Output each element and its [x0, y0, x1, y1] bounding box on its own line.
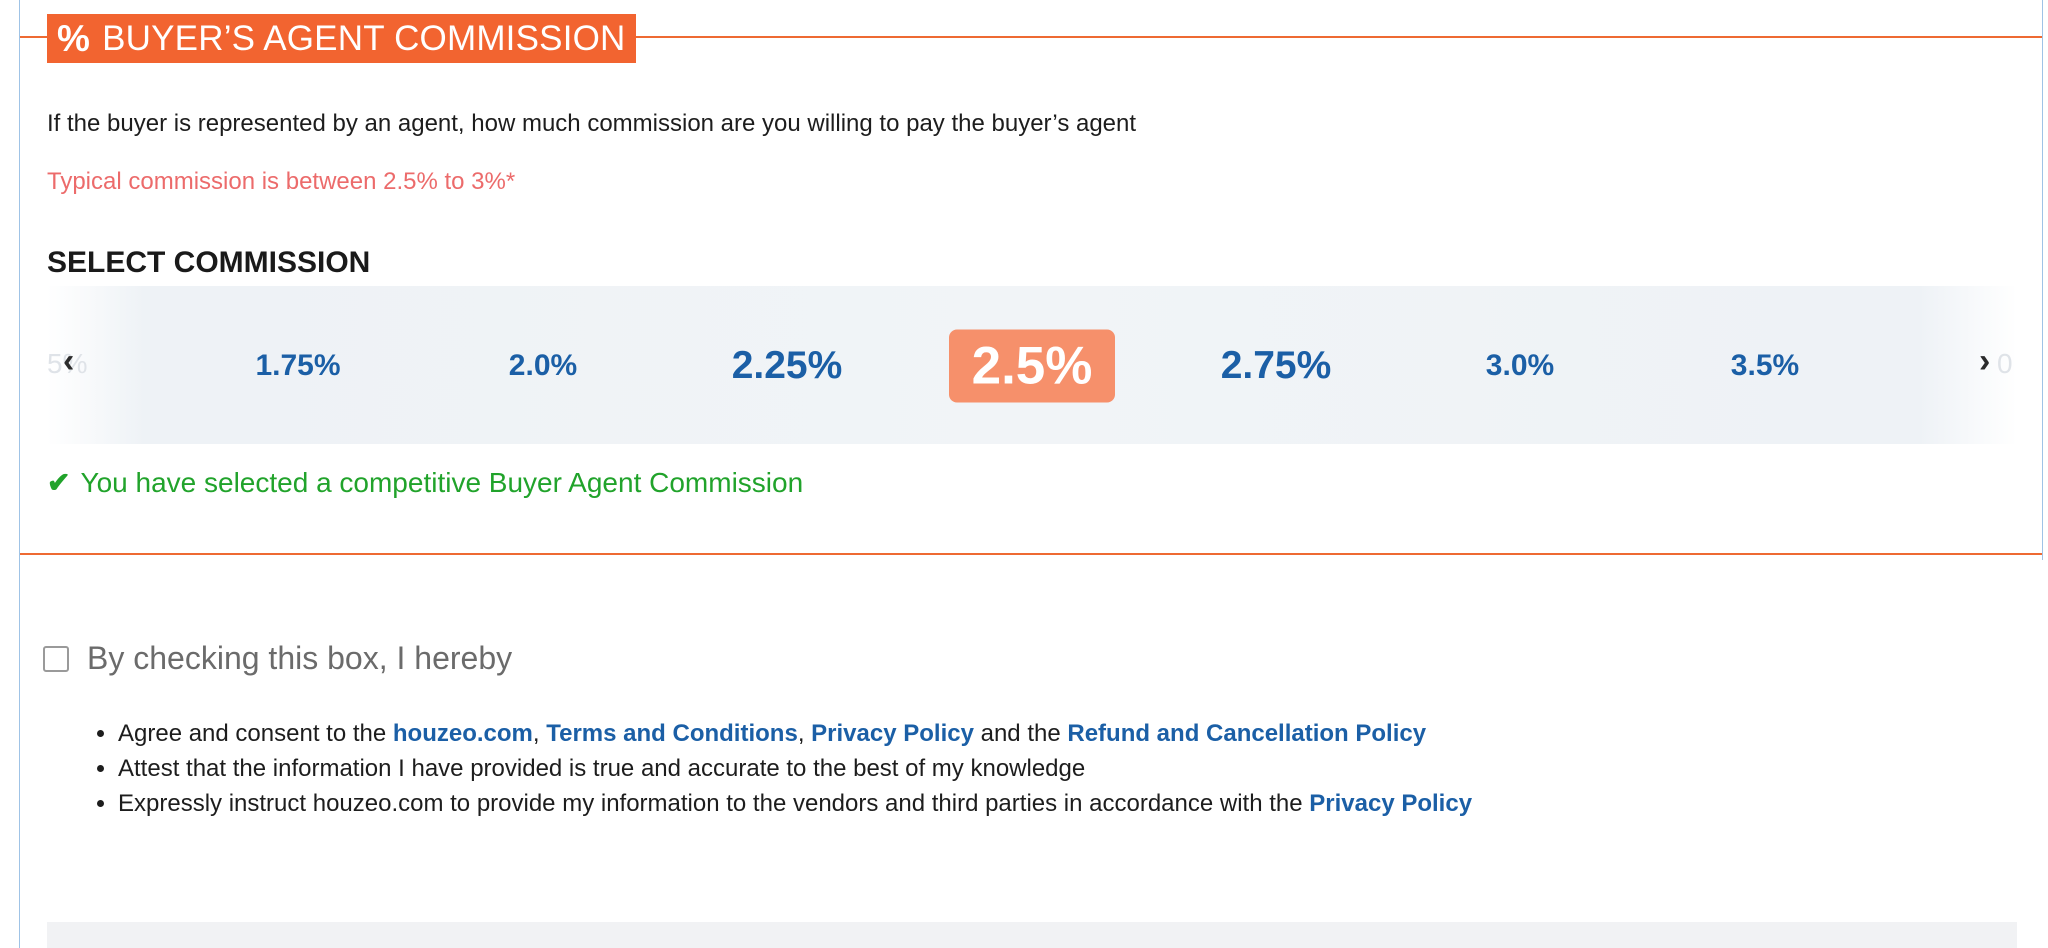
terms-separator: , [532, 720, 547, 747]
commission-confirmation: ✔ You have selected a competitive Buyer … [47, 466, 803, 499]
frame-border-right [2042, 0, 2043, 560]
list-item: Agree and consent to the houzeo.com, Ter… [118, 716, 1472, 751]
commission-option[interactable]: 2.75% [1220, 344, 1332, 387]
commission-option[interactable]: 2.25% [731, 344, 843, 387]
chevron-right-icon[interactable]: › [1979, 342, 1991, 380]
confirmation-text: You have selected a competitive Buyer Ag… [80, 466, 804, 498]
privacy-policy-link[interactable]: Privacy Policy [1309, 790, 1473, 817]
commission-option[interactable]: 3.0% [1485, 349, 1555, 382]
select-commission-heading: SELECT COMMISSION [47, 246, 371, 279]
consent-checkbox[interactable] [43, 645, 69, 672]
section-divider [20, 553, 2042, 555]
terms-separator: , [797, 720, 812, 747]
commission-option[interactable]: 1.75% [255, 349, 341, 382]
terms-list: Agree and consent to the houzeo.com, Ter… [90, 716, 1472, 821]
terms-text: Expressly instruct houzeo.com to provide… [118, 790, 1310, 817]
commission-option[interactable]: 3.5% [1730, 349, 1800, 382]
list-item: Attest that the information I have provi… [118, 751, 1472, 786]
section-title: BUYER’S AGENT COMMISSION [102, 18, 626, 58]
offscreen-option-right: 0 [1997, 348, 2013, 379]
commission-question: If the buyer is represented by an agent,… [47, 110, 1137, 137]
percent-icon: % [57, 17, 91, 59]
commission-slider: 5% ‹ 1.75% 2.0% 2.25% 2.5% 2.75% 3.0% 3.… [47, 286, 2017, 444]
consent-label[interactable]: By checking this box, I hereby [87, 640, 513, 676]
section-header: % BUYER’S AGENT COMMISSION [47, 14, 636, 63]
commission-option[interactable]: 2.0% [508, 349, 578, 382]
bottom-panel [47, 922, 2017, 948]
houzeo-link[interactable]: houzeo.com [392, 720, 533, 747]
section-header-rule [20, 36, 2042, 38]
terms-and-conditions-link[interactable]: Terms and Conditions [546, 720, 798, 747]
commission-option-selected[interactable]: 2.5% [949, 329, 1115, 403]
consent-row: By checking this box, I hereby [43, 640, 512, 677]
terms-text: Agree and consent to the [118, 720, 393, 747]
list-item: Expressly instruct houzeo.com to provide… [118, 786, 1472, 821]
chevron-left-icon[interactable]: ‹ [63, 342, 75, 380]
terms-text: and the [973, 720, 1068, 747]
frame-border-left [19, 0, 20, 948]
privacy-policy-link[interactable]: Privacy Policy [811, 720, 974, 747]
offscreen-option-left: 5% [47, 348, 88, 379]
check-icon: ✔ [47, 467, 71, 498]
refund-policy-link[interactable]: Refund and Cancellation Policy [1067, 720, 1427, 747]
typical-commission-note: Typical commission is between 2.5% to 3%… [47, 168, 516, 195]
